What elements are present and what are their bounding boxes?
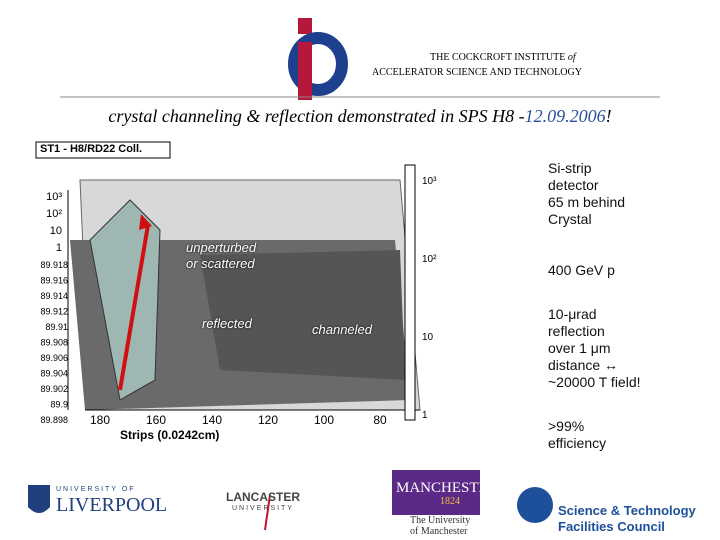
lancaster-mark: [264, 494, 271, 531]
y-tick-label: 89.908: [40, 338, 68, 348]
annotation: unperturbed or scattered: [186, 240, 257, 271]
institute-of: of: [567, 52, 576, 63]
x-tick-label: 80: [373, 413, 387, 427]
note: 400 GeV p: [548, 262, 615, 278]
liverpool-crest: [28, 485, 50, 513]
y-tick-label: 89.904: [40, 369, 68, 379]
institute-name: THE COCKCROFT INSTITUTE: [430, 52, 566, 63]
x-tick-label: 160: [146, 413, 166, 427]
color-tick-label: 10: [422, 332, 434, 343]
z-tick-label: 10: [50, 225, 62, 237]
title-date: 12.09.2006: [524, 106, 606, 126]
panel-box: [35, 141, 171, 159]
note: 10-μrad reflection over 1 μm distance ↔ …: [548, 306, 641, 390]
title-end: !: [605, 106, 612, 126]
color-tick-label: 10²: [422, 254, 437, 265]
x-axis-label: Strips (0.0242cm): [120, 428, 220, 442]
x-tick-label: 120: [258, 413, 278, 427]
y-tick-label: 89.91: [45, 322, 68, 332]
logo-text: LIVERPOOL: [56, 494, 168, 516]
title: crystal channeling & reflection demonstr…: [0, 106, 720, 127]
y-tick-label: 89.918: [40, 260, 68, 270]
logo-text: The University of Manchester: [410, 515, 471, 537]
stfc-mark: [517, 487, 553, 523]
note: Si-strip detector 65 m behind Crystal: [548, 160, 626, 227]
x-tick-label: 100: [314, 413, 334, 427]
x-tick-label: 180: [90, 413, 110, 427]
annotation: channeled: [312, 322, 372, 337]
logo-text: LANCASTER: [226, 490, 300, 504]
x-tick-label: 140: [202, 413, 222, 427]
surface-noise: [200, 250, 405, 380]
z-tick-label: 10³: [46, 191, 62, 203]
institute-subtitle: ACCELERATOR SCIENCE AND TECHNOLOGY: [372, 67, 582, 78]
y-tick-label: 89.916: [40, 276, 68, 286]
title-text: crystal channeling & reflection demonstr…: [108, 106, 525, 126]
arrow: [118, 224, 150, 391]
color-bar: [404, 164, 416, 421]
note: >99% efficiency: [548, 418, 607, 451]
logo-bar: [298, 42, 312, 100]
logo-text: UNIVERSITY OF: [56, 486, 136, 493]
logo-ring: [288, 32, 348, 96]
y-tick-label: 89.898: [40, 415, 68, 425]
logo-text: 1824: [440, 496, 460, 507]
color-tick-label: 10³: [422, 176, 437, 187]
logo-text: Facilities Council: [558, 519, 665, 534]
y-tick-label: 89.9: [50, 400, 68, 410]
arrow-head: [139, 214, 152, 230]
logo-text: Science & Technology: [558, 503, 696, 518]
color-tick-label: 1: [422, 410, 428, 421]
annotation: reflected: [202, 316, 252, 331]
logo-text: MANCHESTER: [396, 480, 498, 496]
y-tick-label: 89.902: [40, 384, 68, 394]
z-tick-label: 10²: [46, 208, 62, 220]
z-tick-label: 1: [56, 242, 62, 254]
logo-dot: [298, 18, 312, 34]
y-tick-label: 89.906: [40, 353, 68, 363]
logo-text: UNIVERSITY: [232, 505, 295, 512]
manchester-block: [392, 470, 480, 515]
y-tick-label: 89.912: [40, 307, 68, 317]
y-tick-label: 89.914: [40, 291, 68, 301]
institute: THE COCKCROFT INSTITUTE of: [430, 52, 576, 63]
panel-label: ST1 - H8/RD22 Coll.: [40, 143, 143, 155]
